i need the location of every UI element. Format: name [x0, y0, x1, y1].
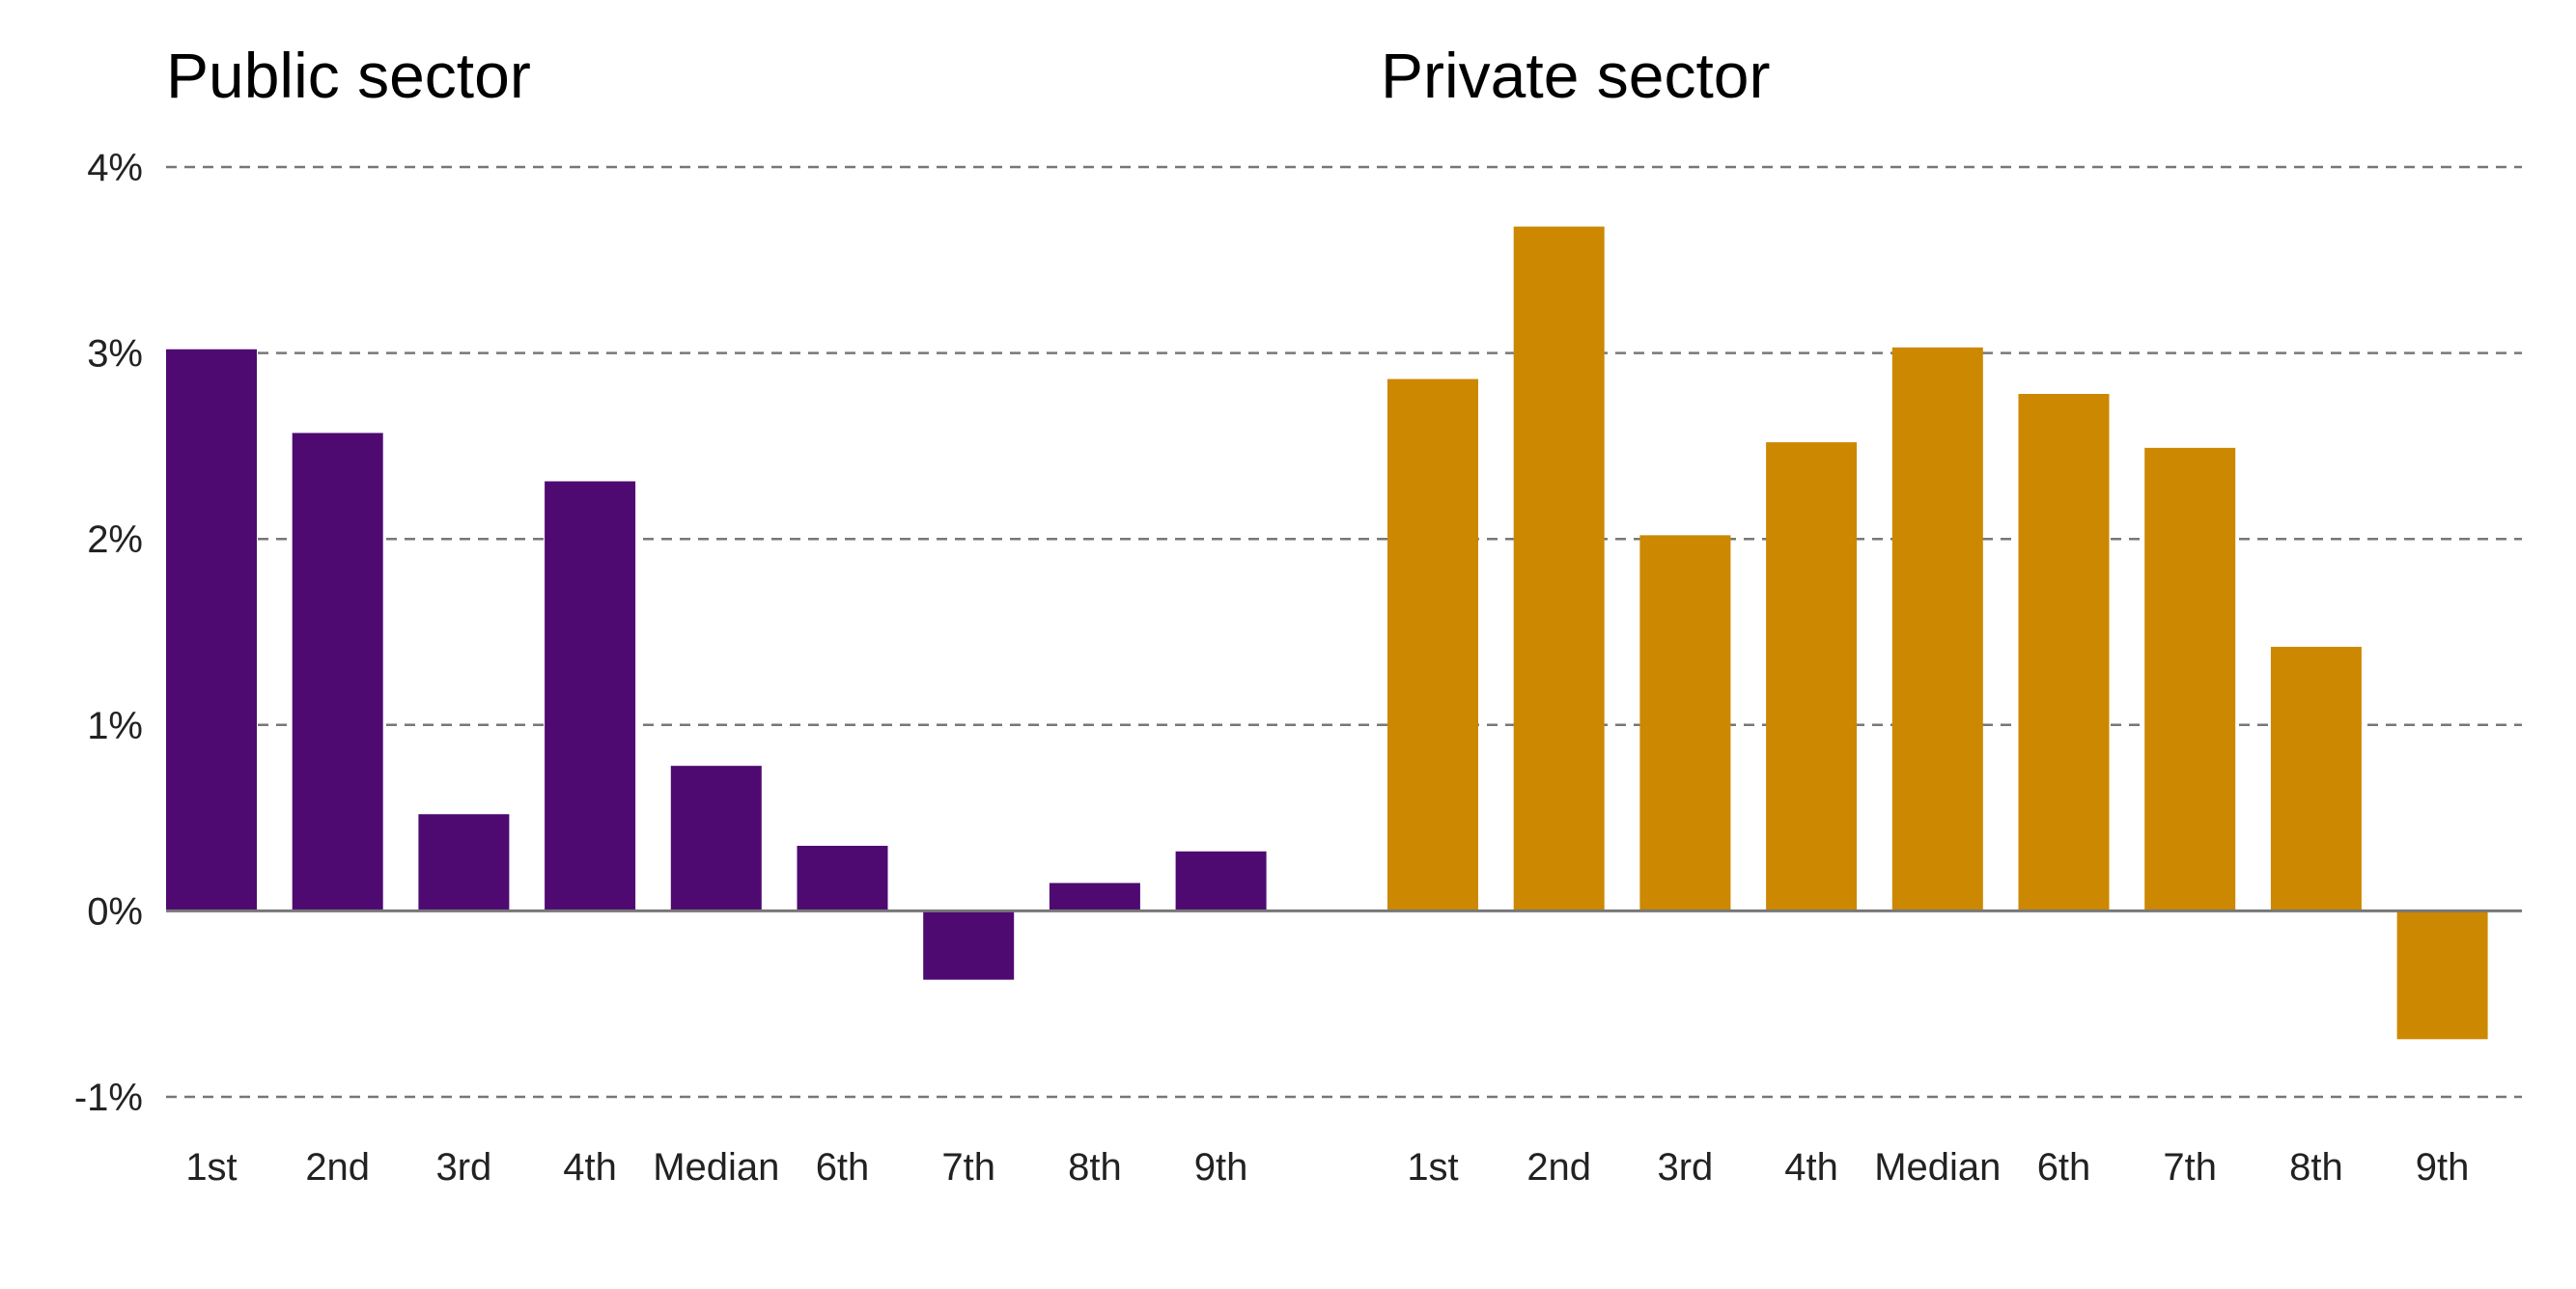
bar [2270, 646, 2362, 911]
bar [1766, 442, 1858, 911]
public-sector-title: Public sector [166, 40, 531, 111]
bar [1387, 378, 1478, 911]
x-tick-label: Median [653, 1146, 779, 1189]
x-tick-label: 7th [2163, 1146, 2217, 1189]
x-tick-label: 7th [941, 1146, 995, 1189]
x-tick-label: Median [1874, 1146, 2001, 1189]
x-tick-label: 3rd [435, 1146, 491, 1189]
bar [292, 433, 383, 911]
bar [1049, 883, 1140, 911]
y-tick-label: -1% [74, 1077, 143, 1119]
bar [1891, 347, 1983, 911]
bar [418, 814, 510, 911]
bar [923, 911, 1015, 980]
bar [2396, 911, 2488, 1040]
x-tick-label: 3rd [1657, 1146, 1713, 1189]
x-tick-label: 2nd [305, 1146, 370, 1189]
bar [166, 349, 257, 911]
x-tick-label: 2nd [1526, 1146, 1591, 1189]
x-tick-label: 6th [2037, 1146, 2091, 1189]
y-tick-label: 4% [87, 147, 143, 189]
bar [797, 845, 888, 911]
x-tick-label: 4th [563, 1146, 617, 1189]
x-tick-label: 9th [2416, 1146, 2470, 1189]
bar [1639, 535, 1731, 911]
private-sector-title: Private sector [1381, 40, 1771, 111]
bar [670, 766, 762, 911]
y-tick-label: 2% [87, 518, 143, 561]
x-tick-label: 9th [1194, 1146, 1248, 1189]
x-tick-label: 6th [816, 1146, 870, 1189]
x-tick-label: 1st [1407, 1146, 1458, 1189]
bar [2144, 447, 2236, 911]
bar [1513, 226, 1605, 911]
x-tick-label: 8th [2289, 1146, 2343, 1189]
bar [545, 481, 636, 911]
x-tick-label: 8th [1068, 1146, 1122, 1189]
y-tick-label: 0% [87, 890, 143, 933]
bar [1175, 851, 1267, 911]
y-tick-label: 1% [87, 705, 143, 747]
x-tick-label: 4th [1784, 1146, 1838, 1189]
bar [2018, 393, 2110, 911]
x-tick-label: 1st [185, 1146, 237, 1189]
y-tick-label: 3% [87, 333, 143, 376]
